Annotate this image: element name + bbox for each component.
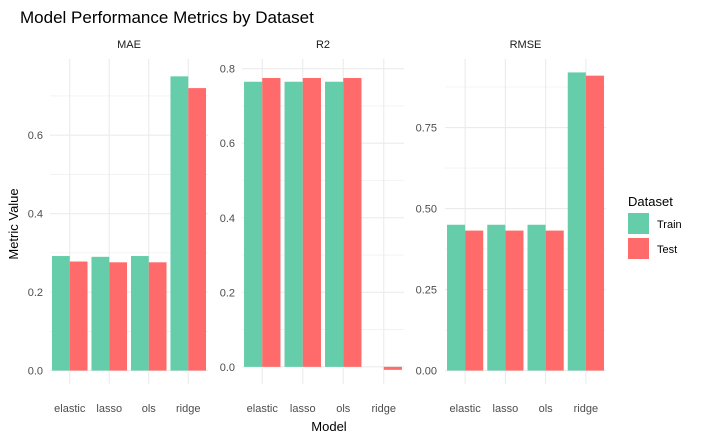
bar-test-ridge: [383, 366, 402, 370]
legend-label-test: Test: [657, 244, 677, 256]
legend-key-test: [628, 238, 649, 259]
x-tick-label: ridge: [176, 403, 200, 415]
bar-train-lasso: [284, 81, 303, 367]
y-tick-label: 0.25: [416, 285, 437, 297]
bar-test-lasso: [109, 262, 128, 371]
facet-panel-mae: MAE 0.0 0.2 0.4 0.6 elastic lasso ols ridge: [28, 39, 208, 415]
y-tick-label: 0.6: [28, 130, 43, 142]
y-tick-label: 0.2: [220, 287, 235, 299]
y-tick-label: 0.0: [220, 362, 235, 374]
legend-key-train: [628, 213, 649, 234]
y-tick-label: 0.4: [28, 209, 43, 221]
bar-train-elastic: [51, 256, 70, 371]
bar-train-lasso: [487, 224, 506, 371]
x-tick-label: lasso: [493, 403, 519, 415]
legend-title: Dataset: [628, 194, 673, 209]
bar-train-elastic: [447, 224, 466, 371]
y-tick-label: 0.6: [220, 138, 235, 150]
bar-test-elastic: [465, 230, 484, 371]
x-tick-label: ols: [336, 403, 351, 415]
y-tick-label: 0.4: [220, 213, 235, 225]
bar-test-ols: [545, 230, 564, 371]
x-tick-label: lasso: [96, 403, 122, 415]
bar-test-lasso: [505, 230, 524, 371]
x-tick-label: elastic: [450, 403, 482, 415]
y-tick-label: 0.75: [416, 123, 437, 135]
facet-strip-label: MAE: [117, 39, 141, 51]
legend-label-train: Train: [657, 219, 682, 231]
bar-train-lasso: [91, 256, 110, 371]
x-tick-label: elastic: [54, 403, 86, 415]
facet-panels: MAE 0.0 0.2 0.4 0.6 elastic lasso ols ridge R2 0.0…: [28, 39, 606, 415]
facet-strip-label: RMSE: [510, 39, 542, 51]
bar-train-ridge: [170, 76, 189, 371]
y-axis-label: Metric Value: [6, 188, 21, 259]
facet-strip-label: R2: [316, 39, 330, 51]
bar-train-ols: [325, 81, 344, 367]
chart-title: Model Performance Metrics by Dataset: [20, 8, 314, 27]
x-tick-label: ols: [539, 403, 554, 415]
legend: Dataset Train Test: [628, 194, 682, 259]
facet-panel-rmse: RMSE 0.00 0.25 0.50 0.75 elastic lasso ols ridge: [416, 39, 606, 415]
bar-train-elastic: [244, 81, 263, 367]
bar-test-ols: [148, 262, 167, 371]
bar-test-ols: [343, 78, 362, 367]
bar-test-ridge: [585, 75, 604, 371]
y-tick-label: 0.0: [28, 366, 43, 378]
bar-train-ols: [527, 224, 546, 371]
x-tick-label: lasso: [290, 403, 316, 415]
bar-train-ols: [130, 256, 149, 371]
y-tick-label: 0.50: [416, 204, 437, 216]
bar-train-ridge: [567, 72, 586, 371]
x-tick-label: ridge: [574, 403, 598, 415]
bar-test-elastic: [262, 78, 281, 367]
x-axis-label: Model: [311, 419, 347, 434]
bar-test-ridge: [188, 88, 207, 371]
y-tick-label: 0.8: [220, 64, 235, 76]
x-tick-label: elastic: [247, 403, 279, 415]
y-tick-label: 0.00: [416, 366, 437, 378]
facet-panel-r2: R2 0.0 0.2 0.4 0.6 0.8 elastic lasso ols ridge: [220, 39, 404, 415]
bar-test-elastic: [69, 261, 88, 371]
x-tick-label: ols: [142, 403, 157, 415]
x-tick-label: ridge: [372, 403, 396, 415]
bar-test-lasso: [302, 78, 321, 367]
y-tick-label: 0.2: [28, 287, 43, 299]
